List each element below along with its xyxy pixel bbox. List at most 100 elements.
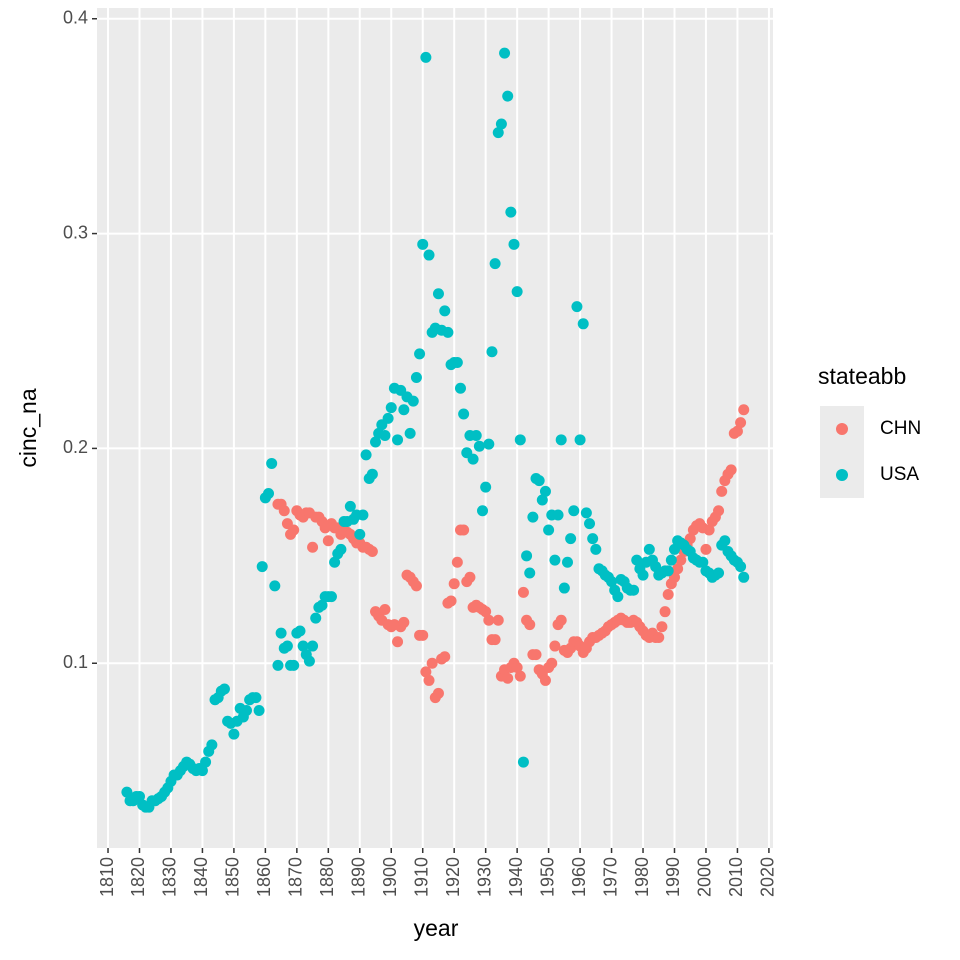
point [546, 657, 558, 669]
panel [97, 8, 773, 848]
point [555, 614, 567, 626]
point [590, 543, 602, 555]
point [486, 346, 498, 358]
x-tick-label: 1810 [97, 857, 117, 897]
point [561, 556, 573, 568]
point [527, 511, 539, 523]
point [502, 90, 514, 102]
point [426, 657, 438, 669]
point [288, 524, 300, 536]
legend-marker [836, 423, 848, 435]
point [344, 500, 356, 512]
point [656, 621, 668, 633]
point [310, 612, 322, 624]
point [514, 434, 526, 446]
point [492, 614, 504, 626]
point [530, 649, 542, 661]
point [266, 457, 278, 469]
point [307, 541, 319, 553]
point [517, 756, 529, 768]
x-tick-label: 1890 [349, 857, 369, 897]
point [713, 567, 725, 579]
x-tick-label: 1820 [128, 857, 148, 897]
point [539, 485, 551, 497]
point [464, 571, 476, 583]
point [121, 786, 133, 798]
x-tick-label: 2020 [758, 857, 778, 897]
point [587, 533, 599, 545]
point [379, 430, 391, 442]
point [417, 629, 429, 641]
point [392, 434, 404, 446]
point [539, 674, 551, 686]
x-tick-label: 1830 [160, 857, 180, 897]
point [407, 395, 419, 407]
point [502, 672, 514, 684]
point [555, 434, 567, 446]
point [700, 543, 712, 555]
point [423, 674, 435, 686]
point [432, 288, 444, 300]
point [549, 554, 561, 566]
point [458, 408, 470, 420]
point [643, 543, 655, 555]
point [417, 238, 429, 250]
point [445, 595, 457, 607]
point [454, 382, 466, 394]
legend-title: stateabb [818, 363, 906, 389]
point [697, 556, 709, 568]
point [477, 505, 489, 517]
legend-label: CHN [880, 418, 921, 439]
point [524, 567, 536, 579]
x-tick-label: 1850 [223, 857, 243, 897]
point [584, 518, 596, 530]
point [489, 634, 501, 646]
x-tick-label: 1970 [600, 857, 620, 897]
point [133, 790, 145, 802]
y-axis-title: cinc_na [15, 388, 41, 467]
point [735, 561, 747, 573]
point [448, 578, 460, 590]
point [423, 249, 435, 261]
point [470, 430, 482, 442]
point [637, 569, 649, 581]
point [278, 505, 290, 517]
point [675, 554, 687, 566]
legend-label: USA [880, 464, 919, 485]
y-tick-label: 0.3 [63, 222, 88, 242]
point [303, 655, 315, 667]
point [281, 640, 293, 652]
point [392, 636, 404, 648]
point [467, 453, 479, 465]
point [719, 535, 731, 547]
point [329, 556, 341, 568]
point [307, 640, 319, 652]
x-tick-label: 2010 [726, 857, 746, 897]
point [404, 427, 416, 439]
point [439, 305, 451, 317]
y-tick-label: 0.1 [63, 652, 88, 672]
x-tick-label: 1860 [254, 857, 274, 897]
x-tick-label: 1990 [663, 857, 683, 897]
point [206, 739, 218, 751]
point [360, 449, 372, 461]
point [631, 554, 643, 566]
point [574, 434, 586, 446]
point [703, 524, 715, 536]
x-tick-label: 1930 [474, 857, 494, 897]
point [558, 582, 570, 594]
point [366, 546, 378, 558]
point [580, 507, 592, 519]
point [275, 627, 287, 639]
point [297, 640, 309, 652]
point [517, 586, 529, 598]
point [218, 683, 230, 695]
legend-marker [836, 469, 848, 481]
point [499, 47, 511, 59]
point [398, 404, 410, 416]
point [451, 356, 463, 368]
x-tick-label: 1980 [632, 857, 652, 897]
point [458, 524, 470, 536]
point [366, 468, 378, 480]
